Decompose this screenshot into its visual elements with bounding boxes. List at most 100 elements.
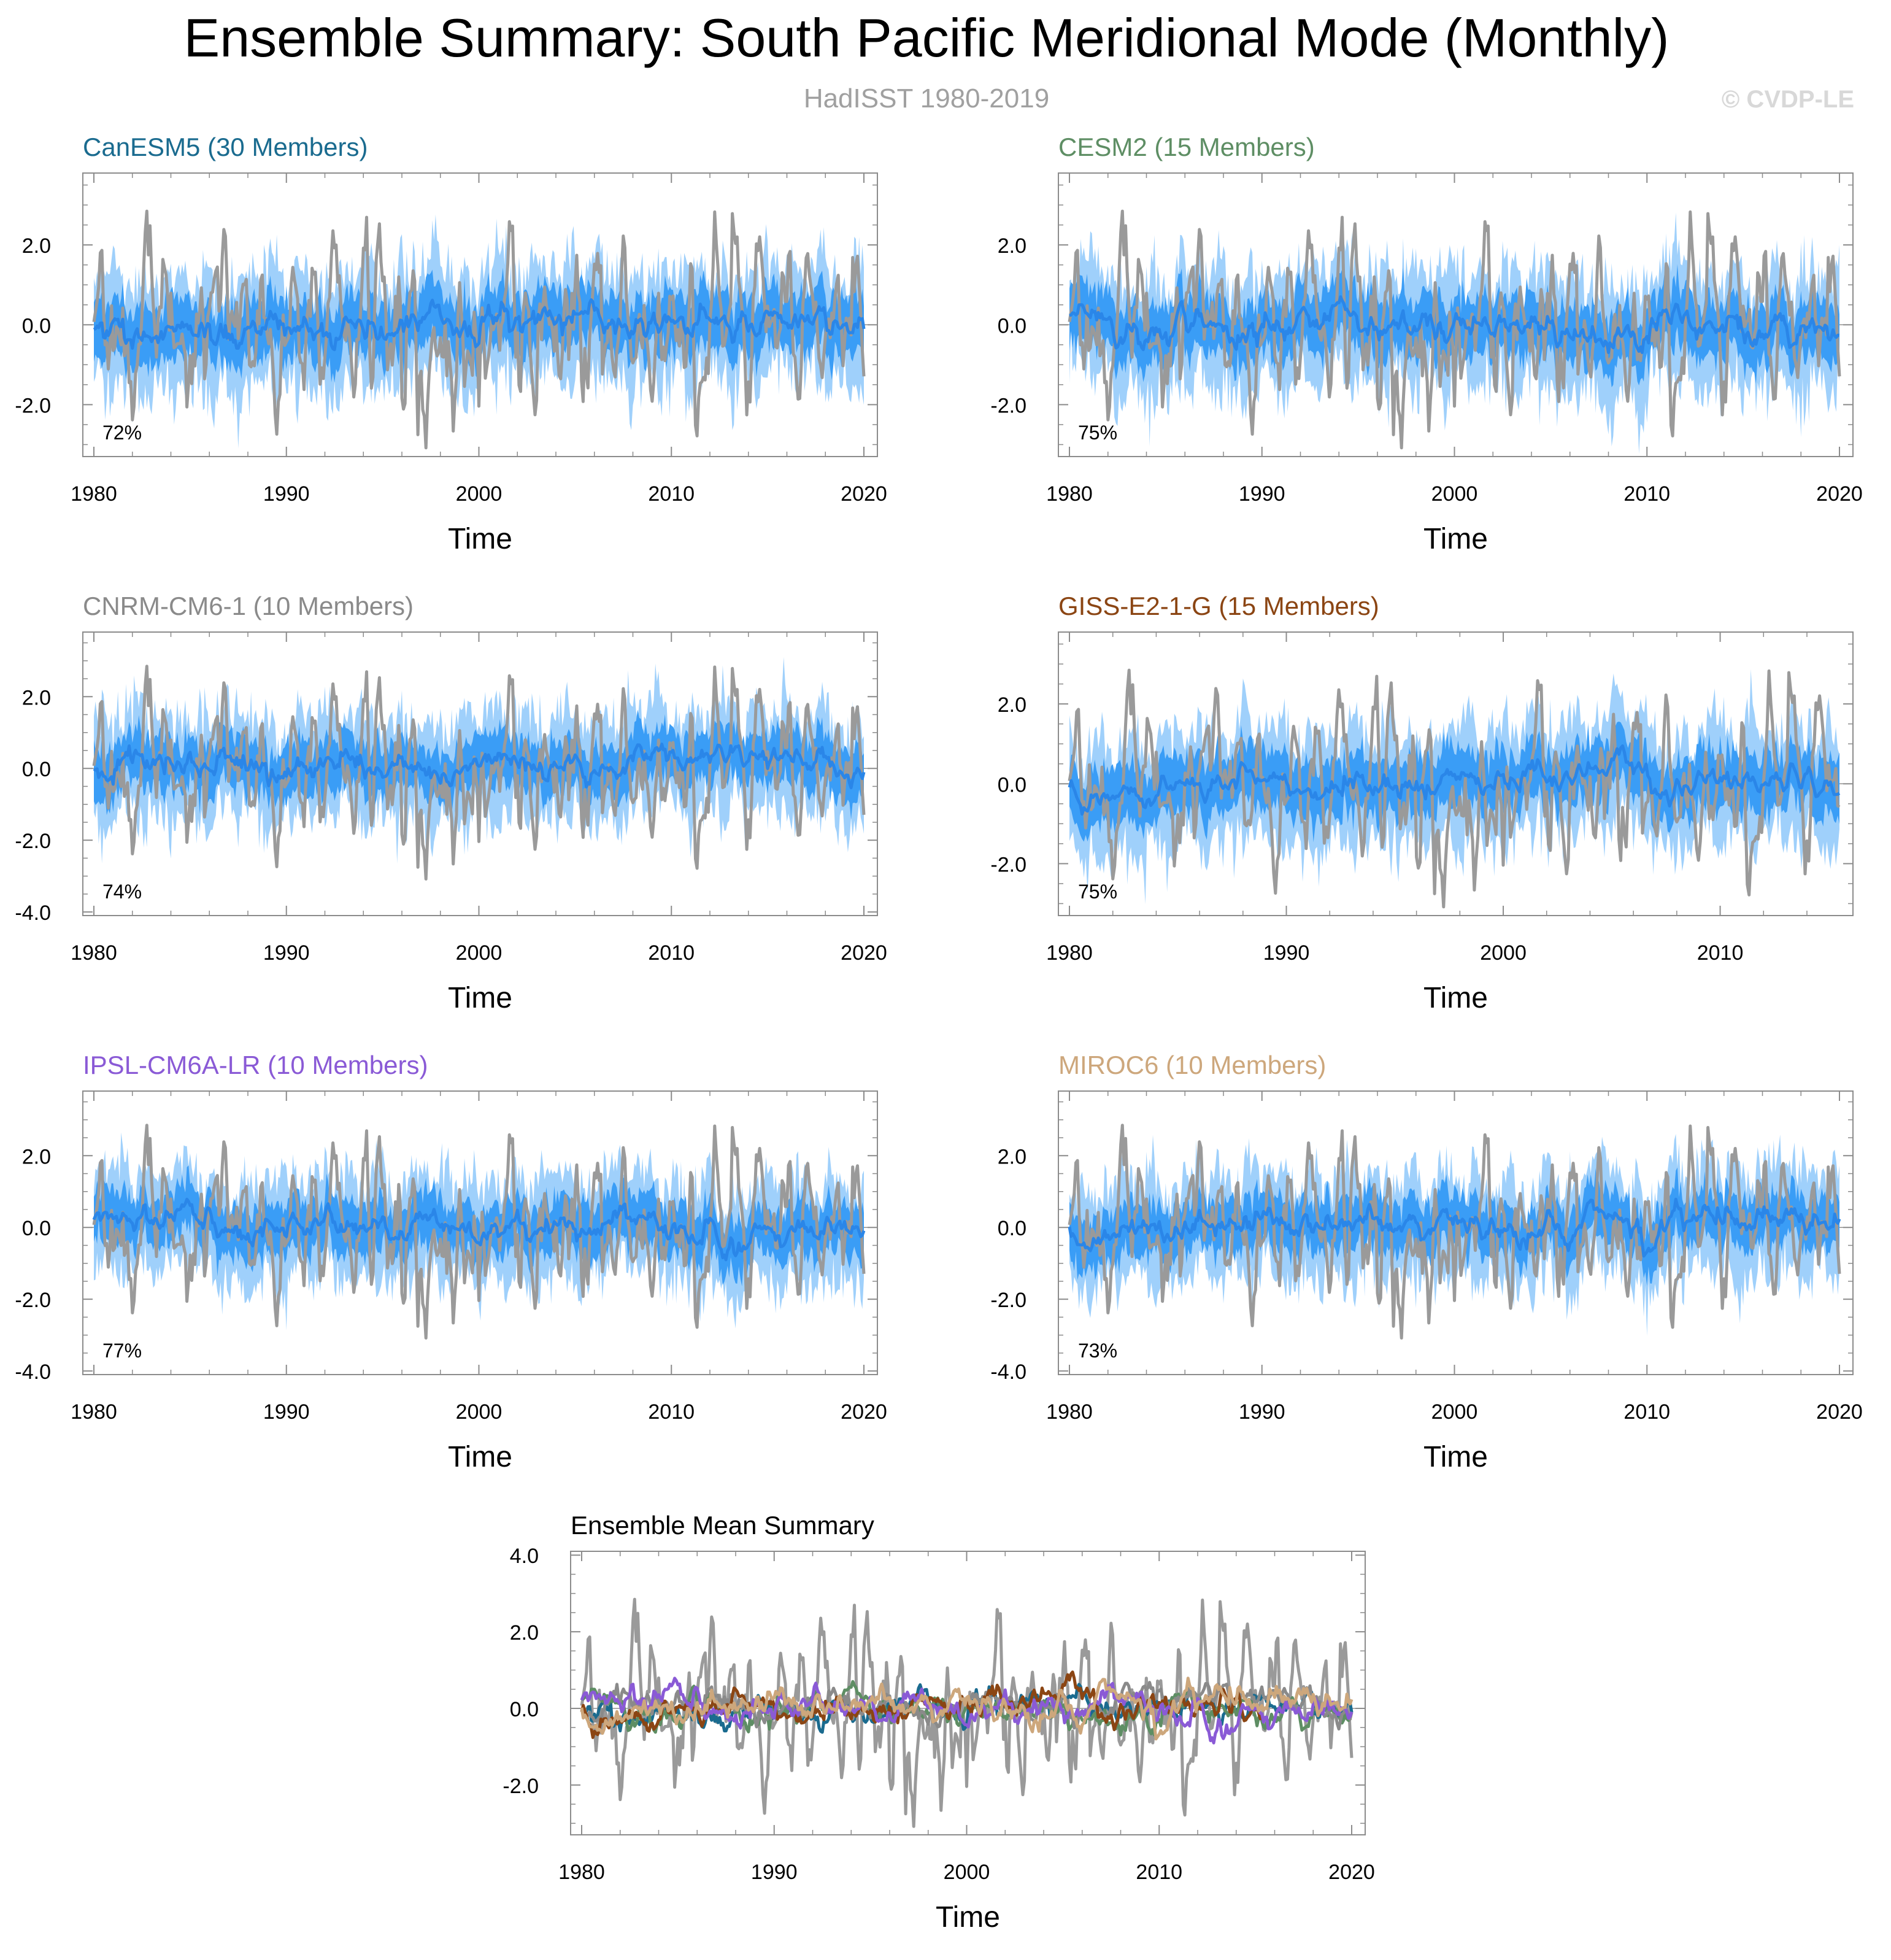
- y-tick-label: -2.0: [990, 394, 1026, 417]
- plot-area: [92, 1124, 866, 1340]
- x-tick-label: 1980: [71, 941, 117, 965]
- y-tick-label: 2.0: [22, 686, 51, 709]
- percent-annotation: 75%: [1078, 881, 1117, 903]
- y-tick-label: 2.0: [22, 234, 51, 258]
- y-tick-label: -2.0: [15, 394, 51, 417]
- x-tick-label: 1990: [263, 941, 310, 965]
- panel-2: CNRM-CM6-1 (10 Members) 2.0 0.0 -2.0 -4.0 198…: [15, 592, 887, 1014]
- percent-annotation: 74%: [102, 881, 142, 903]
- plot-frame: [82, 631, 878, 916]
- x-tick-label: 1990: [1263, 941, 1310, 965]
- x-tick-label: 2010: [648, 941, 695, 965]
- figure-subtitle: HadISST 1980-2019: [804, 83, 1049, 114]
- plot-frame: [1058, 172, 1854, 457]
- figure-title: Ensemble Summary: South Pacific Meridion…: [184, 7, 1670, 68]
- ensemble-mean-series: [1068, 1197, 1841, 1258]
- plot-area: [580, 1597, 1354, 1828]
- y-tick-label: 0.0: [998, 773, 1026, 797]
- x-tick-label: 1990: [263, 482, 310, 506]
- x-axis-label: Time: [1423, 523, 1488, 555]
- y-tick-label: 2.0: [998, 234, 1026, 258]
- panel-5: MIROC6 (10 Members) 2.0 0.0 -2.0 -4.0 1980 199…: [990, 1051, 1862, 1473]
- panel-title: MIROC6 (10 Members): [1058, 1051, 1326, 1079]
- x-tick-label: 2020: [841, 1400, 887, 1424]
- observed-series: [580, 1597, 1354, 1828]
- y-tick-label: 0.0: [998, 314, 1026, 338]
- y-tick-label: -2.0: [15, 830, 51, 853]
- ensemble-band-inner: [94, 1165, 864, 1287]
- panel-6: Ensemble Mean Summary 4.0 2.0 0.0 -2.0 1980 19…: [503, 1511, 1374, 1934]
- panel-3: GISS-E2-1-G (15 Members) 2.0 0.0 -2.0 1980 19…: [990, 592, 1854, 1014]
- panel-4: IPSL-CM6A-LR (10 Members) 2.0 0.0 -2.0 -4.0 1…: [15, 1051, 887, 1473]
- plot-frame: [1058, 631, 1854, 916]
- observed-series: [92, 209, 866, 450]
- y-tick-label: 4.0: [510, 1545, 539, 1568]
- ensemble-mean-series: [92, 1197, 866, 1262]
- x-tick-label: 1990: [1239, 482, 1285, 506]
- plot-frame: [1058, 1090, 1854, 1375]
- x-tick-label: 2000: [1431, 1400, 1478, 1424]
- x-tick-label: 2010: [1697, 941, 1744, 965]
- y-tick-label: 2.0: [998, 693, 1026, 717]
- percent-annotation: 72%: [102, 422, 142, 444]
- x-tick-label: 2020: [841, 482, 887, 506]
- x-axis-label: Time: [448, 523, 512, 555]
- x-tick-label: 2000: [1480, 941, 1527, 965]
- x-tick-label: 2010: [1623, 482, 1670, 506]
- y-tick-label: 0.0: [510, 1698, 539, 1721]
- panels-container: CanESM5 (30 Members) 2.0 0.0 -2.0 1980 1990 20…: [15, 133, 1862, 1934]
- x-tick-label: 2000: [456, 1400, 503, 1424]
- panel-title: Ensemble Mean Summary: [571, 1511, 874, 1540]
- x-axis-label: Time: [448, 1441, 512, 1473]
- y-tick-label: 2.0: [510, 1621, 539, 1645]
- ensemble-band-inner: [94, 708, 864, 819]
- percent-annotation: 73%: [1078, 1340, 1117, 1362]
- plot-area: [1068, 209, 1841, 454]
- x-tick-label: 2000: [456, 941, 503, 965]
- x-tick-label: 1980: [1046, 482, 1093, 506]
- x-tick-label: 1990: [263, 1400, 310, 1424]
- y-tick-label: -4.0: [15, 1360, 51, 1384]
- panel-title: GISS-E2-1-G (15 Members): [1058, 592, 1379, 620]
- y-tick-label: 0.0: [22, 314, 51, 338]
- y-tick-label: -2.0: [990, 1289, 1026, 1312]
- plot-frame: [570, 1551, 1366, 1835]
- y-tick-label: 0.0: [998, 1217, 1026, 1240]
- mean-series-miroc6: [580, 1676, 1354, 1741]
- plot-area: [92, 209, 866, 450]
- ensemble-mean-series: [1068, 744, 1841, 816]
- x-tick-label: 1980: [1046, 1400, 1093, 1424]
- panel-title: CNRM-CM6-1 (10 Members): [83, 592, 414, 620]
- x-tick-label: 1980: [71, 482, 117, 506]
- x-tick-label: 2010: [648, 482, 695, 506]
- panel-0: CanESM5 (30 Members) 2.0 0.0 -2.0 1980 1990 20…: [15, 133, 887, 555]
- panel-title: CanESM5 (30 Members): [83, 133, 368, 161]
- x-tick-label: 2020: [1816, 1400, 1863, 1424]
- y-tick-label: 0.0: [22, 758, 51, 781]
- observed-series: [1068, 1124, 1841, 1340]
- y-tick-label: -4.0: [15, 901, 51, 925]
- plot-frame: [82, 1090, 878, 1375]
- y-tick-label: -2.0: [15, 1289, 51, 1312]
- x-tick-label: 2000: [1431, 482, 1478, 506]
- x-tick-label: 1980: [71, 1400, 117, 1424]
- x-axis-label: Time: [936, 1901, 1000, 1934]
- plot-area: [1068, 1124, 1841, 1340]
- mean-series-ipsl-cm6a-lr: [580, 1676, 1354, 1745]
- y-tick-label: 2.0: [22, 1145, 51, 1168]
- x-tick-label: 2000: [456, 482, 503, 506]
- x-tick-label: 1990: [751, 1861, 798, 1884]
- observed-series: [1068, 209, 1841, 450]
- y-tick-label: 2.0: [998, 1145, 1026, 1168]
- x-tick-label: 2010: [1136, 1861, 1182, 1884]
- panel-1: CESM2 (15 Members) 2.0 0.0 -2.0 1980 1990 2000…: [990, 133, 1862, 555]
- x-tick-label: 2010: [648, 1400, 695, 1424]
- plot-area: [92, 657, 866, 881]
- y-tick-label: -4.0: [990, 1360, 1026, 1384]
- ensemble-mean-series: [1069, 295, 1840, 354]
- x-axis-label: Time: [1423, 982, 1488, 1014]
- watermark: © CVDP-LE: [1722, 86, 1854, 113]
- percent-annotation: 77%: [102, 1340, 142, 1362]
- y-tick-label: 0.0: [22, 1217, 51, 1240]
